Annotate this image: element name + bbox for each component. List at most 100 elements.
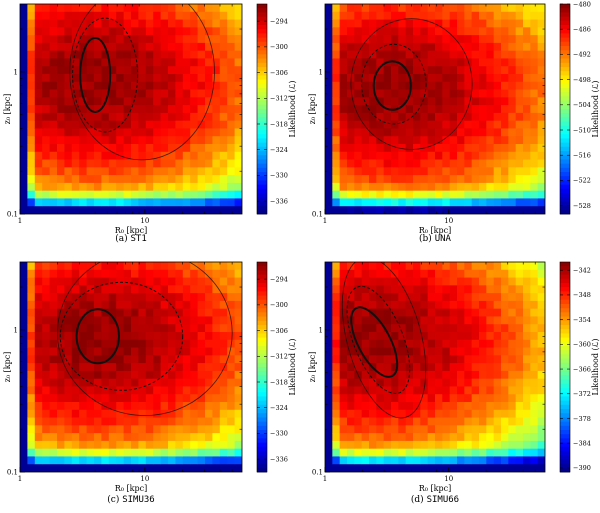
heatmap-cell: [325, 262, 333, 271]
heatmap-cell: [123, 19, 132, 28]
heatmap-cell: [145, 74, 154, 83]
heatmap-cell: [405, 97, 414, 106]
colorbar-segment: [560, 62, 570, 68]
heatmap-cell: [123, 206, 132, 214]
heatmap-cell: [131, 190, 139, 199]
heatmap-cell: [442, 128, 451, 137]
heatmap-cell: [464, 347, 473, 356]
heatmap-cell: [101, 324, 110, 333]
heatmap-cell: [508, 316, 517, 325]
colorbar-segment: [257, 209, 267, 215]
heatmap-cell: [94, 144, 102, 153]
heatmap-cell: [361, 159, 370, 168]
heatmap-cell: [486, 355, 495, 364]
heatmap-cell: [325, 448, 333, 457]
heatmap-cell: [479, 206, 487, 214]
heatmap-cell: [86, 112, 95, 122]
heatmap-cell: [168, 66, 176, 75]
colorbar-segment: [257, 83, 267, 89]
heatmap-cell: [123, 89, 132, 98]
heatmap-cell: [391, 144, 399, 153]
heatmap-cell: [339, 363, 348, 372]
heatmap-cell: [479, 182, 487, 192]
heatmap-cell: [537, 433, 545, 442]
heatmap-cell: [153, 370, 161, 380]
heatmap-cell: [398, 394, 407, 403]
heatmap-cell: [493, 27, 502, 36]
heatmap-cell: [212, 35, 221, 44]
heatmap-cell: [435, 175, 443, 184]
heatmap-cell: [501, 105, 509, 114]
heatmap-cell: [427, 190, 436, 199]
heatmap-cell: [101, 347, 110, 356]
heatmap-cell: [427, 97, 436, 106]
heatmap-cell: [332, 159, 341, 168]
heatmap-cell: [405, 182, 414, 192]
heatmap-cell: [523, 19, 531, 28]
heatmap-cell: [20, 42, 28, 52]
heatmap-cell: [219, 394, 228, 403]
heatmap-cell: [34, 464, 43, 472]
heatmap-cell: [131, 120, 139, 129]
heatmap-cell: [361, 456, 370, 465]
heatmap-cell: [79, 464, 87, 472]
heatmap-cell: [27, 332, 36, 341]
heatmap-cell: [413, 363, 421, 372]
heatmap-cell: [86, 394, 95, 403]
heatmap-cell: [427, 440, 436, 450]
heatmap-cell: [219, 262, 228, 271]
heatmap-cell: [537, 144, 545, 153]
heatmap-cell: [234, 159, 242, 168]
heatmap-cell: [361, 89, 370, 98]
heatmap-cell: [227, 35, 235, 44]
heatmap-cell: [205, 386, 213, 395]
heatmap-cell: [49, 167, 58, 176]
heatmap-cell: [20, 182, 28, 192]
heatmap-cell: [175, 417, 184, 426]
heatmap-cell: [325, 66, 333, 75]
heatmap-cell: [537, 4, 545, 13]
heatmap-cell: [168, 206, 176, 214]
heatmap-cell: [131, 386, 139, 395]
heatmap-cell: [131, 66, 139, 75]
colorbar-segment: [257, 455, 267, 460]
heatmap-cell: [398, 308, 407, 317]
heatmap-cell: [420, 136, 429, 145]
heatmap-cell: [347, 370, 355, 380]
heatmap-cell: [27, 4, 36, 13]
heatmap-cell: [145, 35, 154, 44]
heatmap-cell: [449, 190, 458, 199]
heatmap-cell: [479, 74, 487, 83]
heatmap-cell: [515, 27, 524, 36]
heatmap-cell: [493, 316, 502, 325]
heatmap-cell: [471, 120, 480, 129]
heatmap-cell: [116, 11, 124, 20]
heatmap-cell: [398, 440, 407, 450]
heatmap-cell: [398, 456, 407, 465]
heatmap-cell: [515, 144, 524, 153]
heatmap-cell: [101, 448, 110, 457]
heatmap-cell: [442, 74, 451, 83]
heatmap-cell: [20, 308, 28, 317]
heatmap-cell: [123, 159, 132, 168]
heatmap-cell: [94, 285, 102, 294]
heatmap-cell: [234, 89, 242, 98]
heatmap-cell: [57, 316, 65, 325]
heatmap-cell: [471, 4, 480, 13]
heatmap-cell: [420, 425, 429, 434]
heatmap-cell: [508, 58, 517, 67]
heatmap-cell: [515, 293, 524, 302]
heatmap-cell: [508, 456, 517, 465]
heatmap-cell: [369, 136, 377, 145]
heatmap-cell: [145, 293, 154, 302]
heatmap-cell: [398, 262, 407, 271]
heatmap-cell: [234, 35, 242, 44]
heatmap-cell: [64, 35, 73, 44]
heatmap-cell: [153, 394, 161, 403]
heatmap-cell: [383, 182, 392, 192]
heatmap-cell: [138, 11, 147, 20]
heatmap-cell: [383, 144, 392, 153]
heatmap-cell: [205, 433, 213, 442]
colorbar-segment: [560, 383, 570, 389]
heatmap-cell: [413, 4, 421, 13]
